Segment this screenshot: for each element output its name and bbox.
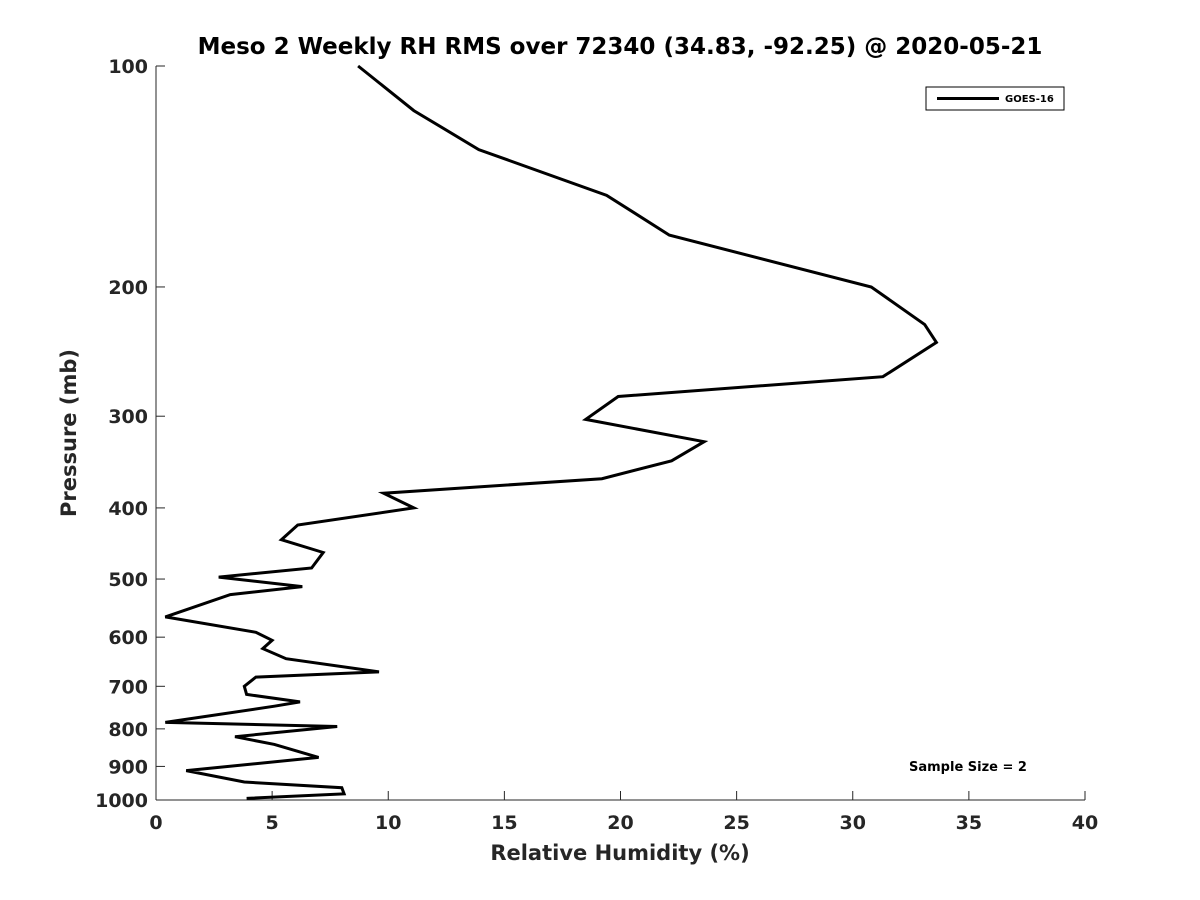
legend-label-goes-16: GOES-16 [1005,94,1054,105]
sample-size-annotation: Sample Size = 2 [909,760,1027,775]
y-axis-label: Pressure (mb) [57,349,81,517]
x-tick-label: 10 [375,812,401,834]
y-tick-label: 100 [108,56,148,78]
x-tick-label: 25 [723,812,749,834]
series-layer [164,64,939,800]
y-tick-label: 500 [108,569,148,591]
y-tick-label: 1000 [95,790,148,812]
y-tick-label: 600 [108,627,148,649]
x-tick-label: 40 [1072,812,1098,834]
y-tick-label: 700 [108,676,148,698]
x-tick-label: 0 [149,812,162,834]
series-line-goes-16 [164,64,939,800]
x-tick-label: 35 [956,812,982,834]
x-axis-label: Relative Humidity (%) [490,841,749,865]
x-axis-ticks: 0 5 10 15 20 25 30 35 40 [149,791,1098,834]
y-axis-ticks: 100 200 300 400 500 600 700 800 900 1000 [95,56,165,812]
legend: GOES-16 [925,86,1065,111]
x-tick-label: 20 [607,812,633,834]
x-tick-label: 15 [491,812,517,834]
y-tick-label: 300 [108,406,148,428]
chart-title: Meso 2 Weekly RH RMS over 72340 (34.83, … [198,34,1043,60]
x-tick-label: 5 [266,812,279,834]
y-tick-label: 900 [108,756,148,778]
y-tick-label: 200 [108,277,148,299]
x-tick-label: 30 [840,812,866,834]
y-tick-label: 400 [108,498,148,520]
y-tick-label: 800 [108,719,148,741]
